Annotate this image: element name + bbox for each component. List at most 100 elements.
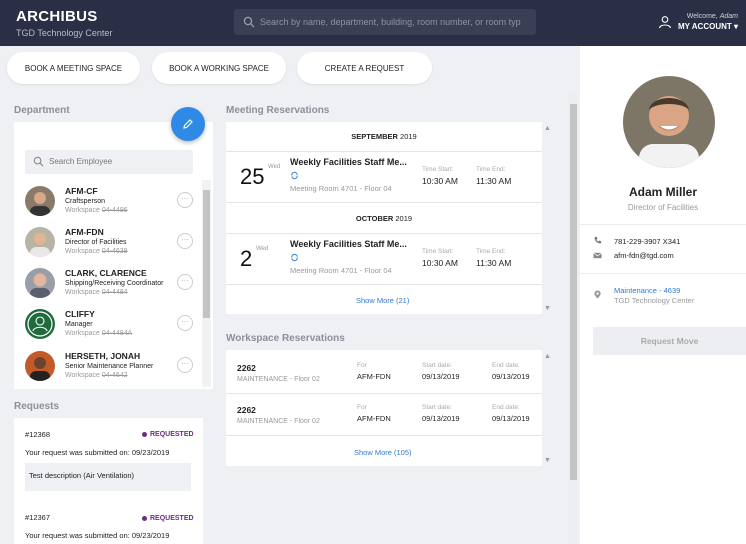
month-header: SEPTEMBER 2019 bbox=[351, 132, 417, 141]
request-id[interactable]: #12367 bbox=[25, 513, 51, 522]
phone-icon bbox=[594, 236, 602, 244]
department-scrollbar[interactable] bbox=[202, 180, 211, 387]
create-request-button[interactable]: CREATE A REQUEST bbox=[297, 52, 432, 84]
search-input[interactable]: Search by name, department, building, ro… bbox=[260, 17, 521, 27]
employee-list-item[interactable]: HERSETH, JONAH Senior Maintenance Planne… bbox=[25, 347, 203, 387]
more-options-button[interactable]: ··· bbox=[177, 315, 193, 331]
employee-role: Senior Maintenance Planner bbox=[65, 363, 154, 370]
search-icon bbox=[243, 16, 255, 28]
book-working-space-button[interactable]: BOOK A WORKING SPACE bbox=[152, 52, 286, 84]
envelope-icon bbox=[593, 252, 602, 259]
scroll-down-arrow[interactable]: ▼ bbox=[544, 305, 551, 312]
end-date-value: 09/13/2019 bbox=[492, 372, 530, 381]
edit-department-button[interactable] bbox=[171, 107, 205, 141]
more-options-button[interactable]: ··· bbox=[177, 233, 193, 249]
employee-name: AFM-FDN bbox=[65, 227, 104, 237]
workspace-reservation-row[interactable]: 2262 MAINTENANCE - Floor 02 For AFM-FDN … bbox=[226, 352, 542, 394]
avatar bbox=[25, 351, 55, 381]
profile-panel: Adam Miller Director of Facilities 781-2… bbox=[580, 46, 746, 544]
search-employee-input[interactable]: Search Employee bbox=[25, 150, 193, 174]
request-submitted-text: Your request was submitted on: 09/23/201… bbox=[25, 448, 170, 457]
meeting-reservation-row[interactable]: 2 Wed Weekly Facilities Staff Me... Meet… bbox=[226, 233, 542, 285]
global-search[interactable]: Search by name, department, building, ro… bbox=[234, 9, 536, 35]
month-header: OCTOBER 2019 bbox=[355, 214, 413, 223]
scroll-down-arrow[interactable]: ▼ bbox=[544, 457, 551, 464]
employee-list-item[interactable]: CLIFFY Manager Workspace 04-4484A ··· bbox=[25, 305, 203, 345]
reservation-room: Meeting Room 4701 - Floor 04 bbox=[290, 266, 392, 275]
divider bbox=[580, 224, 746, 225]
employee-name: HERSETH, JONAH bbox=[65, 351, 141, 361]
welcome-text: Welcome, Adam bbox=[686, 13, 738, 20]
profile-title: Director of Facilities bbox=[627, 203, 699, 212]
start-date-value: 09/13/2019 bbox=[422, 414, 460, 423]
workspace-reservations-title: Workspace Reservations bbox=[226, 333, 345, 344]
employee-list-item[interactable]: AFM-CF Craftsperson Workspace 04-4496 ··… bbox=[25, 182, 203, 222]
search-icon bbox=[33, 156, 44, 167]
workspace-id: 2262 bbox=[237, 363, 256, 373]
scrollbar-thumb[interactable] bbox=[570, 104, 577, 480]
time-start-label: Time Start: bbox=[422, 248, 454, 255]
main-scrollbar[interactable] bbox=[569, 94, 578, 544]
time-end-value: 11:30 AM bbox=[476, 258, 512, 268]
scroll-up-arrow[interactable]: ▲ bbox=[544, 125, 551, 132]
search-employee-placeholder: Search Employee bbox=[49, 157, 113, 166]
time-end-value: 11:30 AM bbox=[476, 176, 512, 186]
employee-name: CLIFFY bbox=[65, 309, 95, 319]
workspace-id: 2262 bbox=[237, 405, 256, 415]
reservation-weekday: Wed bbox=[256, 246, 269, 252]
employee-workspace: Workspace 04-4496 bbox=[65, 207, 128, 214]
workspace-reservation-row[interactable]: 2262 MAINTENANCE - Floor 02 For AFM-FDN … bbox=[226, 394, 542, 436]
employee-workspace: Workspace 04-4484A bbox=[65, 330, 133, 337]
request-move-button[interactable]: Request Move bbox=[593, 327, 746, 355]
more-options-button[interactable]: ··· bbox=[177, 192, 193, 208]
status-badge: REQUESTED bbox=[142, 515, 194, 522]
workspace-reservations-panel bbox=[226, 350, 542, 466]
scrollbar-thumb[interactable] bbox=[203, 190, 210, 318]
end-date-value: 09/13/2019 bbox=[492, 414, 530, 423]
avatar bbox=[25, 268, 55, 298]
request-description: Test description (Air Ventilation) bbox=[25, 463, 191, 491]
book-meeting-space-button[interactable]: BOOK A MEETING SPACE bbox=[7, 52, 140, 84]
user-icon bbox=[658, 16, 672, 29]
request-id[interactable]: #12368 bbox=[25, 430, 51, 439]
scroll-up-arrow[interactable]: ▲ bbox=[544, 353, 551, 360]
employee-role: Manager bbox=[65, 321, 93, 328]
employee-role: Director of Facilities bbox=[65, 239, 127, 246]
end-date-label: End date: bbox=[492, 362, 520, 369]
account-menu[interactable]: Welcome, Adam MY ACCOUNT ▾ bbox=[658, 13, 738, 31]
meeting-reservations-panel bbox=[226, 122, 542, 314]
reservation-day: 25 bbox=[240, 164, 265, 189]
employee-workspace: Workspace 04-4642 bbox=[65, 372, 128, 379]
time-start-label: Time Start: bbox=[422, 166, 454, 173]
employee-list-item[interactable]: CLARK, CLARENCE Shipping/Receiving Coord… bbox=[25, 264, 203, 304]
reservation-weekday: Wed bbox=[268, 164, 281, 170]
pencil-icon bbox=[183, 119, 193, 129]
employee-workspace: Workspace 04-4639 bbox=[65, 248, 128, 255]
meeting-reservations-title: Meeting Reservations bbox=[226, 105, 330, 116]
more-options-button[interactable]: ··· bbox=[177, 274, 193, 290]
map-pin-icon bbox=[594, 290, 601, 299]
recurring-icon bbox=[291, 171, 298, 180]
site-name: TGD Technology Center bbox=[16, 28, 113, 38]
meeting-reservation-row[interactable]: 25 Wed Weekly Facilities Staff Me... Mee… bbox=[226, 151, 542, 203]
avatar bbox=[25, 227, 55, 257]
time-end-label: Time End: bbox=[476, 166, 506, 173]
workspace-location: MAINTENANCE - Floor 02 bbox=[237, 418, 320, 425]
profile-location-link[interactable]: Maintenance - 4639 bbox=[614, 286, 681, 295]
profile-phone[interactable]: 781-229-3907 X341 bbox=[614, 237, 681, 246]
profile-avatar bbox=[623, 76, 715, 168]
meetings-show-more-link[interactable]: Show More (21) bbox=[356, 296, 410, 305]
workspaces-show-more-link[interactable]: Show More (105) bbox=[354, 448, 412, 457]
employee-list-item[interactable]: AFM-FDN Director of Facilities Workspace… bbox=[25, 223, 203, 263]
my-account-dropdown[interactable]: MY ACCOUNT ▾ bbox=[677, 22, 738, 31]
employee-role: Craftsperson bbox=[65, 198, 106, 205]
brand[interactable]: ARCHIBUS TGD Technology Center bbox=[16, 8, 112, 38]
avatar bbox=[25, 309, 55, 339]
profile-name: Adam Miller bbox=[628, 185, 697, 199]
request-submitted-text: Your request was submitted on: 09/23/201… bbox=[25, 531, 170, 540]
more-options-button[interactable]: ··· bbox=[177, 357, 193, 373]
reservation-day: 2 bbox=[240, 246, 253, 271]
profile-email[interactable]: afm-fdn@tgd.com bbox=[614, 251, 674, 260]
requests-title: Requests bbox=[14, 401, 60, 412]
workspace-location: MAINTENANCE - Floor 02 bbox=[237, 376, 320, 383]
